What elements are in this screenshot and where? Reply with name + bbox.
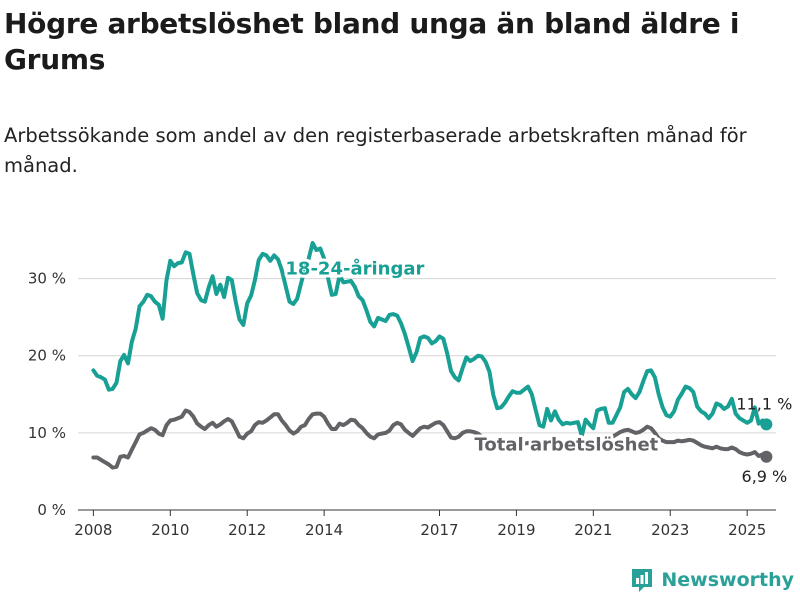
y-tick-label: 10 %: [28, 424, 66, 442]
brand-logo: Newsworthy: [629, 566, 794, 594]
series-labels: 11,1 % 18-24-åringar 6,9 % Total arbetslösh…: [282, 255, 792, 486]
series-end-marker-0: [760, 418, 773, 431]
x-axis: 2008 2010 2012 2014 2017 2019 2021 2023 2025: [74, 510, 766, 539]
x-tick-label: 2008: [74, 521, 112, 539]
x-tick-label: 2025: [728, 521, 766, 539]
x-tick-label: 2017: [420, 521, 458, 539]
series-end-marker-1: [760, 450, 773, 463]
chart-subtitle: Arbetssökande som andel av den registerb…: [4, 124, 747, 177]
end-value-label-0: 11,1 %: [736, 394, 792, 413]
grid-lines: [78, 278, 776, 511]
newsworthy-logo-icon: [632, 569, 653, 592]
series-line-0: [91, 241, 769, 438]
series-name-label-1: Total arbetslöshet: [475, 435, 659, 456]
end-value-label-1: 6,9 %: [742, 467, 788, 486]
x-tick-label: 2010: [151, 521, 189, 539]
y-axis: 0 % 10 % 20 % 30 %: [28, 270, 66, 519]
x-tick-label: 2021: [574, 521, 612, 539]
x-tick-label: 2014: [305, 521, 343, 539]
chart-title: Högre arbetslöshet bland unga än bland ä…: [4, 7, 740, 76]
series-line-1: [91, 408, 769, 470]
y-tick-label: 30 %: [28, 270, 66, 288]
x-tick-label: 2019: [497, 521, 535, 539]
x-tick-label: 2023: [651, 521, 689, 539]
brand-name: Newsworthy: [661, 569, 794, 591]
x-tick-label: 2012: [228, 521, 266, 539]
series-name-label-0: 18-24-åringar: [285, 258, 424, 280]
y-tick-label: 20 %: [28, 347, 66, 365]
y-tick-label: 0 %: [37, 501, 66, 519]
series-lines: [91, 241, 773, 470]
